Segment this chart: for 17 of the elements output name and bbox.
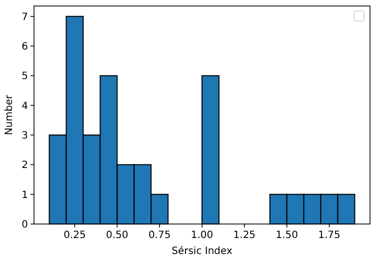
y-tick-label: 4 [22,100,28,112]
y-tick-label: 0 [22,220,28,230]
y-tick-label: 1 [22,190,28,201]
x-tick-label: 1.75 [318,230,340,241]
x-tick-label: 0.25 [64,230,86,241]
y-tick-label: 7 [22,12,28,23]
x-tick-label: 1.00 [190,230,214,241]
x-tick-label: 1.50 [276,230,298,241]
x-tick-label: 1.25 [233,230,256,241]
y-tick-label: 6 [22,42,28,53]
y-tick-label: 3 [22,130,28,142]
x-axis-title: Sérsic Index [172,246,232,257]
x-tick-label: 0.75 [148,230,171,241]
x-tick-label: 0.50 [106,230,128,241]
y-axis-title: Number [4,94,15,136]
y-tick-label: 2 [22,160,28,172]
y-tick-label: 5 [22,71,28,82]
